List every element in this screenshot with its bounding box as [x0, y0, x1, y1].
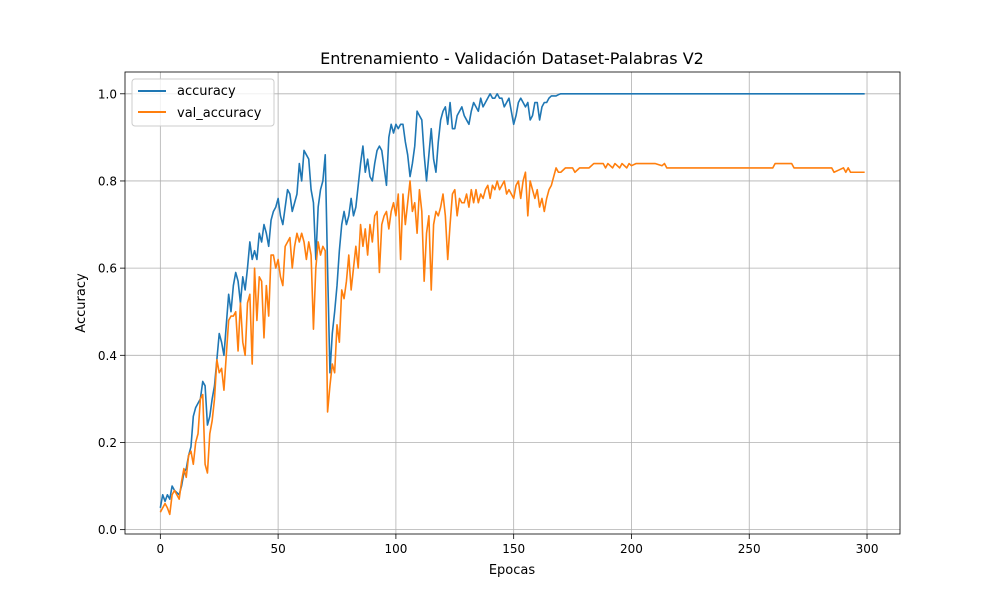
grid-lines	[125, 72, 900, 534]
plot-frame	[124, 71, 901, 535]
legend-label-val-accuracy: val_accuracy	[177, 106, 262, 121]
y-tick-label: 0.0	[98, 523, 117, 537]
chart-title: Entrenamiento - Validación Dataset-Palab…	[320, 49, 704, 68]
y-tick-label: 0.2	[98, 436, 117, 450]
x-tick-label: 50	[270, 542, 285, 556]
y-tick-label: 0.8	[98, 174, 117, 188]
x-tick-label: 200	[620, 542, 643, 556]
y-axis-label: Accuracy	[74, 273, 89, 333]
series-line-val-accuracy	[159, 162, 865, 516]
y-tick-label: 1.0	[98, 87, 117, 101]
legend: accuracy val_accuracy	[131, 78, 275, 127]
x-tick-label: 150	[502, 542, 525, 556]
y-tick-label: 0.6	[98, 262, 117, 276]
series-lines	[159, 92, 865, 516]
x-tick-label: 100	[384, 542, 407, 556]
x-tick-label: 250	[738, 542, 761, 556]
x-axis-ticks: 0 50 100 150 200 250 300	[157, 534, 879, 556]
x-tick-label: 300	[856, 542, 879, 556]
y-tick-label: 0.4	[98, 349, 117, 363]
legend-label-accuracy: accuracy	[177, 84, 236, 99]
x-axis-label: Epocas	[489, 563, 536, 578]
series-line-accuracy	[159, 92, 865, 508]
y-axis-ticks: 0.0 0.2 0.4 0.6 0.8 1.0	[98, 87, 125, 537]
x-tick-label: 0	[157, 542, 165, 556]
legend-box	[131, 78, 275, 127]
